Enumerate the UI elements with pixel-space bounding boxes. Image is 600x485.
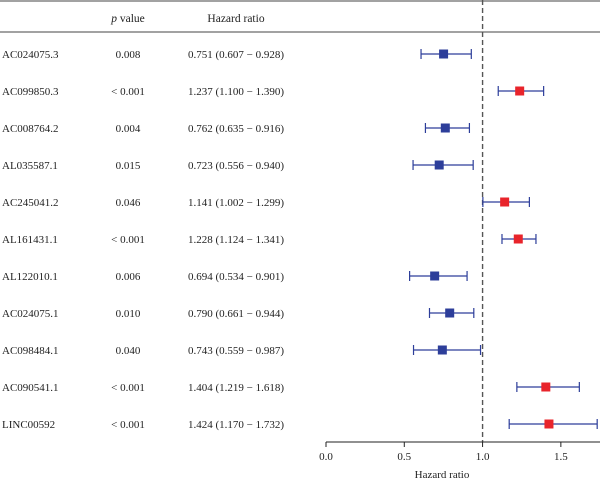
hr-point-protective	[440, 123, 450, 133]
row-p-value: < 0.001	[111, 234, 145, 246]
x-tick-label: 1.0	[476, 451, 490, 463]
hr-point-risk	[513, 234, 523, 244]
row-gene-label: AC090541.1	[2, 382, 59, 394]
row-gene-label: AC024075.3	[2, 49, 59, 61]
row-hr-ci-text: 1.141 (1.002 − 1.299)	[188, 197, 284, 209]
x-tick-label: 0.0	[319, 451, 333, 463]
row-p-value: 0.008	[116, 49, 141, 61]
row-hr-ci-text: 0.751 (0.607 − 0.928)	[188, 49, 284, 61]
row-p-value: 0.010	[116, 308, 141, 320]
row-gene-label: AC024075.1	[2, 308, 59, 320]
row-gene-label: AC098484.1	[2, 345, 59, 357]
row-p-value: < 0.001	[111, 382, 145, 394]
row-hr-ci-text: 0.694 (0.534 − 0.901)	[188, 271, 284, 283]
hr-point-risk	[541, 382, 551, 392]
plot-marks	[409, 0, 598, 442]
row-hr-ci-text: 1.404 (1.219 − 1.618)	[188, 382, 284, 394]
row-p-value: 0.040	[116, 345, 141, 357]
hr-point-protective	[430, 271, 440, 281]
row-gene-label: AL122010.1	[2, 271, 58, 283]
x-axis-title: Hazard ratio	[415, 469, 470, 481]
row-hr-ci-text: 1.228 (1.124 − 1.341)	[188, 234, 284, 246]
row-p-value: 0.004	[116, 123, 141, 135]
row-hr-ci-text: 0.743 (0.559 − 0.987)	[188, 345, 284, 357]
row-gene-label: AC008764.2	[2, 123, 59, 135]
row-hr-ci-text: 1.237 (1.100 − 1.390)	[188, 86, 284, 98]
hr-point-risk	[544, 419, 554, 429]
x-axis: 0.0 0.5 1.0 1.5 Hazard ratio	[319, 441, 600, 481]
row-hr-ci-text: 0.723 (0.556 − 0.940)	[188, 160, 284, 172]
row-p-value: 0.046	[116, 197, 141, 209]
row-gene-label: AL035587.1	[2, 160, 58, 172]
hr-point-risk	[500, 197, 510, 207]
table-rows: AC024075.3 0.008 0.751 (0.607 − 0.928) AC09…	[2, 49, 284, 431]
hr-point-protective	[437, 345, 447, 355]
hazard-ratio-header: Hazard ratio	[207, 13, 264, 25]
row-gene-label: LINC00592	[2, 419, 55, 431]
row-p-value: 0.006	[116, 271, 141, 283]
hr-point-risk	[515, 86, 525, 96]
p-value-header: p value	[110, 13, 145, 25]
hr-point-protective	[434, 160, 444, 170]
row-gene-label: AC245041.2	[2, 197, 59, 209]
row-gene-label: AL161431.1	[2, 234, 58, 246]
row-hr-ci-text: 0.790 (0.661 − 0.944)	[188, 308, 284, 320]
hr-point-protective	[439, 49, 449, 59]
row-gene-label: AC099850.3	[2, 86, 59, 98]
hr-point-protective	[445, 308, 455, 318]
x-tick-label: 0.5	[397, 451, 411, 463]
row-hr-ci-text: 0.762 (0.635 − 0.916)	[188, 123, 284, 135]
row-p-value: 0.015	[116, 160, 141, 172]
row-p-value: < 0.001	[111, 419, 145, 431]
row-p-value: < 0.001	[111, 86, 145, 98]
x-tick-label: 1.5	[554, 451, 568, 463]
row-hr-ci-text: 1.424 (1.170 − 1.732)	[188, 419, 284, 431]
